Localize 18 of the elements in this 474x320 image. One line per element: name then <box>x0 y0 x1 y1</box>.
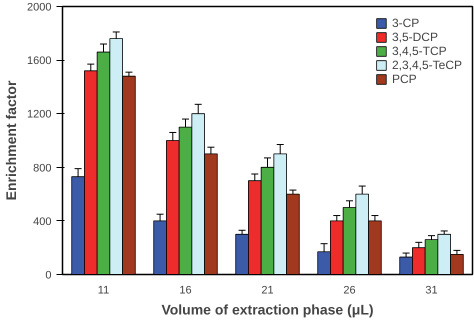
x-tick-label: 26 <box>343 284 356 296</box>
legend-label: 3,5-DCP <box>392 30 438 44</box>
y-tick-label: 0 <box>45 270 52 282</box>
legend-label: 3,4,5-TCP <box>392 44 447 58</box>
x-tick-label: 16 <box>179 284 192 296</box>
y-tick-label: 1200 <box>27 108 52 121</box>
y-tick-label: 1600 <box>27 55 52 68</box>
x-axis-title: Volume of extraction phase (μL) <box>161 302 374 318</box>
y-tick-label: 800 <box>33 162 52 174</box>
y-axis-title: Enrichment factor <box>3 80 20 200</box>
legend-label: PCP <box>392 72 417 86</box>
y-tick-label: 400 <box>33 216 52 228</box>
x-tick-label: 21 <box>261 284 274 296</box>
y-tick-label: 2000 <box>27 2 52 14</box>
legend-label: 3-CP <box>392 16 420 30</box>
x-tick-label: 31 <box>425 284 438 296</box>
legend-label: 2,3,4,5-TeCP <box>392 58 462 72</box>
x-tick-label: 11 <box>98 284 110 296</box>
